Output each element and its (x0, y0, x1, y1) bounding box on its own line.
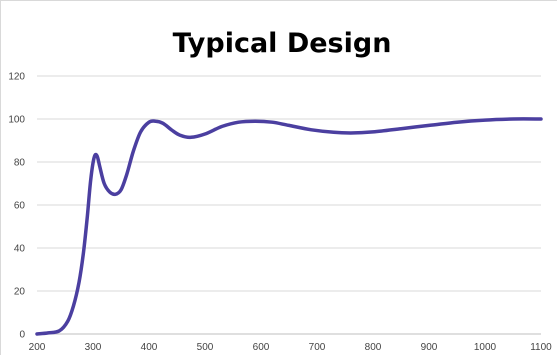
x-tick-label: 500 (197, 342, 214, 353)
x-tick-label: 1000 (474, 342, 497, 353)
x-tick-label: 300 (85, 342, 102, 353)
x-tick-label: 1100 (530, 342, 552, 353)
x-tick-label: 200 (29, 342, 46, 353)
y-tick-label: 40 (14, 244, 26, 255)
y-tick-label: 120 (8, 72, 25, 83)
y-axis-ticks: 0 20 40 60 80 100 120 (8, 72, 25, 341)
y-tick-label: 20 (14, 287, 26, 298)
x-tick-label: 400 (141, 342, 158, 353)
chart-title: Typical Design (173, 28, 392, 59)
x-tick-label: 800 (365, 342, 382, 353)
x-tick-label: 900 (421, 342, 438, 353)
x-axis-ticks: 200 300 400 500 600 700 800 900 1000 1100 (29, 342, 553, 353)
y-tick-label: 60 (14, 201, 26, 212)
x-tick-label: 600 (253, 342, 270, 353)
x-tick-label: 700 (309, 342, 326, 353)
y-tick-label: 0 (19, 330, 25, 341)
y-tick-label: 100 (8, 115, 25, 126)
gridlines (37, 75, 541, 292)
y-tick-label: 80 (14, 158, 26, 169)
series-line (35, 117, 543, 336)
